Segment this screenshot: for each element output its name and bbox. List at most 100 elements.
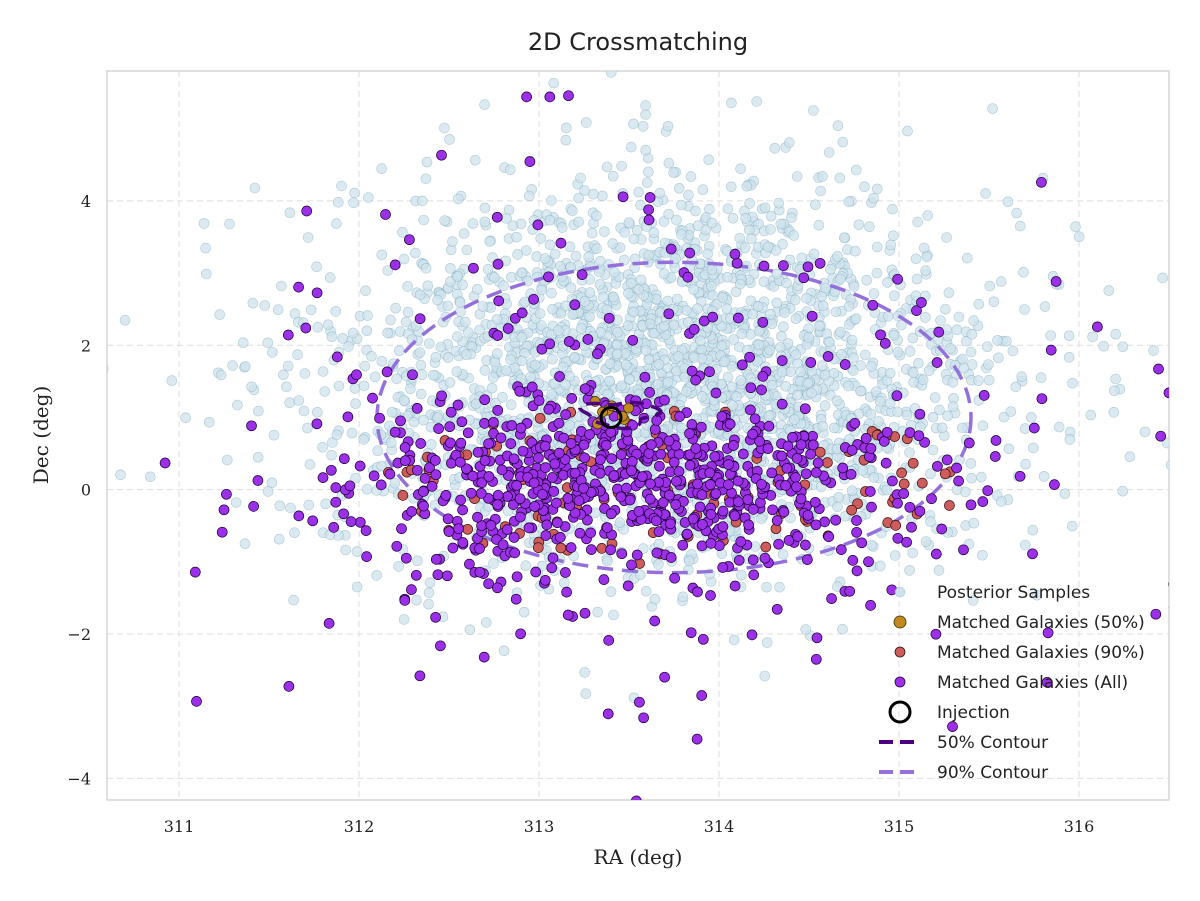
matched-all-point [248, 501, 259, 512]
legend-label: Matched Galaxies (50%) [937, 613, 1145, 633]
posterior-sample-point [780, 380, 792, 392]
posterior-sample-point [444, 134, 455, 145]
posterior-sample-point [1020, 458, 1031, 470]
matched-all-point [491, 211, 503, 223]
matched-all-point [798, 272, 810, 284]
posterior-sample-point [835, 326, 846, 338]
posterior-sample-point [619, 227, 631, 238]
posterior-sample-point [815, 185, 826, 197]
posterior-sample-point [558, 577, 570, 589]
posterior-sample-point [763, 410, 775, 422]
posterior-sample-point [739, 242, 751, 253]
posterior-sample-point [620, 359, 632, 371]
posterior-sample-point [311, 261, 322, 273]
posterior-sample-point [284, 397, 296, 409]
posterior-sample-point [832, 120, 844, 131]
posterior-sample-point [751, 96, 763, 107]
matched-all-point [433, 423, 444, 434]
posterior-sample-point [424, 577, 436, 589]
matched-all-point [502, 323, 514, 334]
matched-all-point [492, 405, 504, 416]
matched-all-point [549, 458, 561, 470]
matched-all-point [663, 308, 675, 320]
posterior-sample-point [951, 484, 963, 496]
matched-all-point [686, 419, 698, 430]
matched-all-point [665, 552, 677, 563]
matched-all-point [659, 671, 670, 683]
legend-label: 50% Contour [937, 733, 1048, 753]
matched-all-point [799, 403, 811, 415]
posterior-sample-point [987, 103, 998, 114]
posterior-sample-point [977, 549, 988, 561]
posterior-sample-point [857, 465, 869, 476]
matched-all-point [681, 528, 693, 540]
posterior-sample-point [943, 287, 955, 299]
matched-90-point [939, 468, 951, 480]
posterior-sample-point [1087, 331, 1098, 343]
matched-all-point [892, 273, 903, 285]
matched-all-point [643, 214, 655, 226]
matched-all-point [543, 403, 555, 415]
matched-all-point [562, 493, 574, 504]
matched-all-point [933, 326, 945, 338]
matched-all-point [668, 456, 680, 468]
posterior-sample-point [640, 144, 652, 156]
legend-item: Matched Galaxies (All) [894, 673, 1128, 693]
posterior-sample-point [1019, 423, 1031, 434]
matched-all-point [562, 609, 574, 621]
posterior-sample-point [662, 376, 674, 388]
posterior-sample-point [516, 331, 528, 343]
matched-50-point [623, 402, 634, 414]
posterior-sample-point [539, 253, 551, 264]
matched-all-point [849, 417, 861, 429]
matched-all-point [411, 403, 423, 414]
posterior-sample-point [304, 459, 316, 470]
posterior-sample-point [973, 375, 984, 386]
matched-all-point [671, 475, 682, 487]
matched-90-point [532, 542, 544, 553]
posterior-sample-point [455, 306, 466, 318]
posterior-sample-point [402, 281, 413, 292]
posterior-sample-point [435, 341, 447, 353]
legend-item: 90% Contour [879, 763, 1048, 783]
posterior-sample-point [992, 335, 1003, 346]
posterior-sample-point [518, 606, 530, 618]
posterior-sample-point [735, 163, 746, 175]
matched-all-point [505, 438, 517, 449]
matched-all-point [791, 453, 803, 464]
posterior-sample-point [594, 279, 606, 290]
posterior-sample-point [607, 170, 619, 182]
matched-all-point [621, 482, 632, 494]
posterior-sample-point [819, 400, 831, 411]
matched-all-point [830, 514, 842, 526]
x-tick-label: 311 [164, 817, 195, 836]
matched-all-point [728, 440, 739, 451]
posterior-sample-point [871, 241, 883, 253]
matched-all-point [787, 432, 798, 443]
posterior-sample-point [1073, 231, 1085, 242]
matched-all-point [311, 287, 323, 299]
matched-all-point [496, 464, 508, 476]
matched-all-point [457, 537, 469, 548]
matched-all-point [650, 515, 662, 527]
posterior-sample-point [285, 502, 296, 514]
chart-legend: Posterior Samples Matched Galaxies (50%) M… [879, 583, 1145, 783]
posterior-sample-point [868, 288, 880, 299]
posterior-sample-point [350, 472, 361, 484]
posterior-sample-point [828, 367, 840, 379]
matched-all-point [773, 538, 784, 550]
matched-all-point [483, 471, 495, 482]
posterior-sample-point [885, 239, 897, 251]
posterior-sample-point [653, 538, 665, 550]
x-tick-label: 315 [884, 817, 915, 836]
posterior-sample-point [762, 241, 774, 253]
posterior-sample-point [331, 429, 343, 441]
matched-all-point [514, 493, 526, 505]
posterior-sample-point [608, 291, 619, 303]
posterior-sample-point [1027, 524, 1039, 536]
posterior-sample-point [554, 260, 566, 272]
matched-all-point [953, 475, 964, 487]
posterior-sample-point [293, 395, 305, 406]
posterior-sample-point [545, 195, 557, 206]
posterior-sample-point [859, 181, 870, 192]
